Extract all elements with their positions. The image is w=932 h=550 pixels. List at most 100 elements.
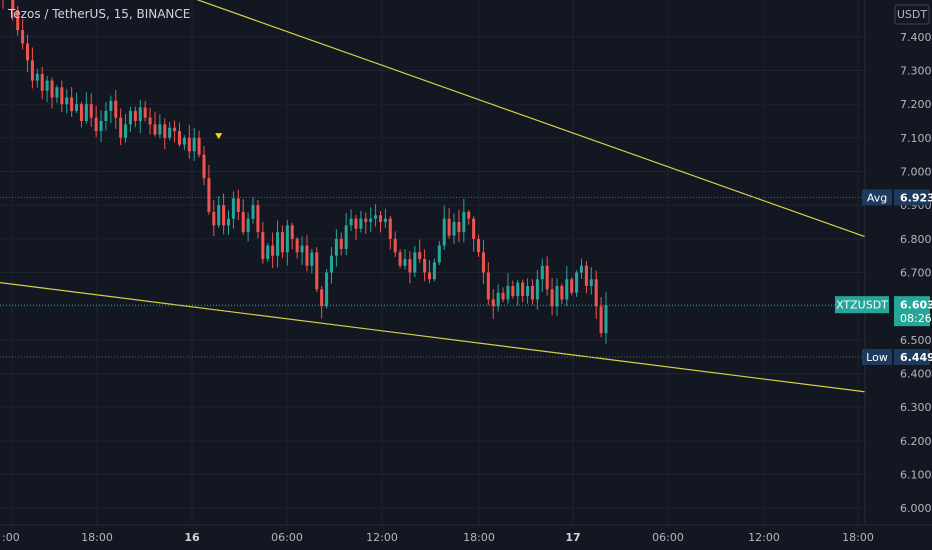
- trendline[interactable]: [93, 0, 891, 247]
- level-value-box: [894, 189, 930, 206]
- candle-body: [418, 252, 422, 260]
- signal-triangle-icon: [215, 133, 223, 140]
- candle-body: [344, 225, 348, 249]
- y-tick-label: 6.200: [900, 435, 932, 448]
- candle-body: [378, 215, 383, 223]
- candle-body: [315, 252, 319, 290]
- candle-body: [168, 127, 172, 138]
- candle-body: [251, 205, 255, 219]
- candle-body: [325, 272, 329, 307]
- candle-body: [182, 137, 186, 145]
- signal-markers: [215, 133, 223, 140]
- candle-body: [177, 131, 182, 145]
- candle-body: [423, 259, 427, 273]
- candle-body: [540, 265, 544, 280]
- candle-body: [604, 305, 608, 334]
- candle-body: [50, 80, 54, 98]
- level-label-box: [862, 189, 892, 206]
- candle-body: [30, 60, 34, 81]
- x-tick-label: 18:00: [842, 531, 874, 544]
- level-label: Avg: [867, 191, 887, 204]
- candle-body: [197, 137, 201, 155]
- candle-body: [329, 255, 333, 273]
- level-label: Low: [866, 351, 888, 364]
- candle-body: [359, 218, 363, 229]
- candle-body: [457, 222, 461, 233]
- x-tick-label: 18:00: [463, 531, 495, 544]
- x-tick-label: 16: [184, 531, 200, 544]
- horizontal-levels: [0, 196, 865, 358]
- candle-body: [35, 73, 39, 81]
- candle-body: [109, 100, 113, 111]
- candle-body: [511, 285, 515, 297]
- candle-body: [99, 121, 103, 132]
- candle-body: [579, 265, 584, 273]
- candle-body: [114, 100, 118, 118]
- candle-body: [158, 124, 162, 135]
- candle-body: [472, 218, 476, 239]
- candles: [2, 0, 608, 344]
- y-tick-label: 6.400: [900, 368, 932, 381]
- candle-body: [447, 218, 451, 236]
- candle-body: [11, 0, 15, 10]
- candle-body: [295, 238, 299, 253]
- y-tick-label: 7.100: [900, 132, 932, 145]
- candle-body: [442, 218, 446, 246]
- price-axis-background: [865, 0, 932, 550]
- candle-body: [202, 154, 206, 179]
- candle-body: [143, 107, 147, 118]
- symbol-title[interactable]: Tezos / TetherUS, 15, BINANCE: [7, 7, 190, 21]
- candle-body: [70, 97, 74, 111]
- symbol-tag-box: [835, 296, 889, 314]
- level-label-box: [862, 349, 892, 366]
- candle-body: [594, 279, 598, 307]
- candle-body: [516, 282, 520, 297]
- candle-body: [521, 282, 525, 297]
- level-value: 6.449: [900, 351, 932, 364]
- candle-body: [60, 87, 64, 105]
- candle-body: [570, 279, 574, 293]
- candle-body: [217, 205, 221, 226]
- candle-body: [187, 137, 191, 152]
- time-axis[interactable]: :00 18:00 16 06:00 12:00 18:00 17 06:00 12:00 18:…: [2, 531, 874, 544]
- price-axis[interactable]: 7.4007.3007.2007.1007.0006.9006.8006.700…: [900, 31, 932, 515]
- candle-body: [334, 238, 338, 256]
- candle-body: [55, 87, 59, 98]
- x-tick-label: :00: [2, 531, 20, 544]
- candle-body: [432, 262, 436, 280]
- y-tick-label: 7.300: [900, 65, 932, 78]
- candle-body: [226, 218, 231, 226]
- candle-body: [486, 272, 490, 300]
- grid-lines: [0, 0, 865, 525]
- candle-body: [305, 245, 309, 266]
- candle-body: [25, 43, 30, 61]
- candle-body: [467, 211, 471, 219]
- y-tick-label: 7.200: [900, 98, 932, 111]
- candle-body: [354, 218, 358, 229]
- candle-body: [310, 252, 314, 266]
- candle-body: [481, 252, 485, 273]
- candle-body: [207, 178, 211, 212]
- candle-body: [280, 232, 284, 253]
- candle-body: [271, 245, 275, 256]
- candle-body: [236, 198, 240, 212]
- candle-body: [437, 245, 441, 263]
- candle-body: [40, 73, 44, 91]
- candle-body: [496, 292, 500, 307]
- candle-body: [403, 259, 407, 266]
- trendlines: [0, 0, 891, 393]
- candle-body: [89, 104, 93, 118]
- candle-body: [364, 218, 368, 223]
- candle-body: [65, 97, 69, 105]
- x-tick-label: 06:00: [271, 531, 303, 544]
- candle-body: [599, 306, 603, 334]
- y-tick-label: 7.000: [900, 166, 932, 179]
- candle-body: [266, 245, 270, 260]
- trendline[interactable]: [0, 282, 867, 393]
- candle-body: [349, 218, 353, 226]
- currency-label-box[interactable]: [894, 4, 930, 25]
- candle-body: [535, 279, 539, 300]
- candle-body: [276, 232, 280, 256]
